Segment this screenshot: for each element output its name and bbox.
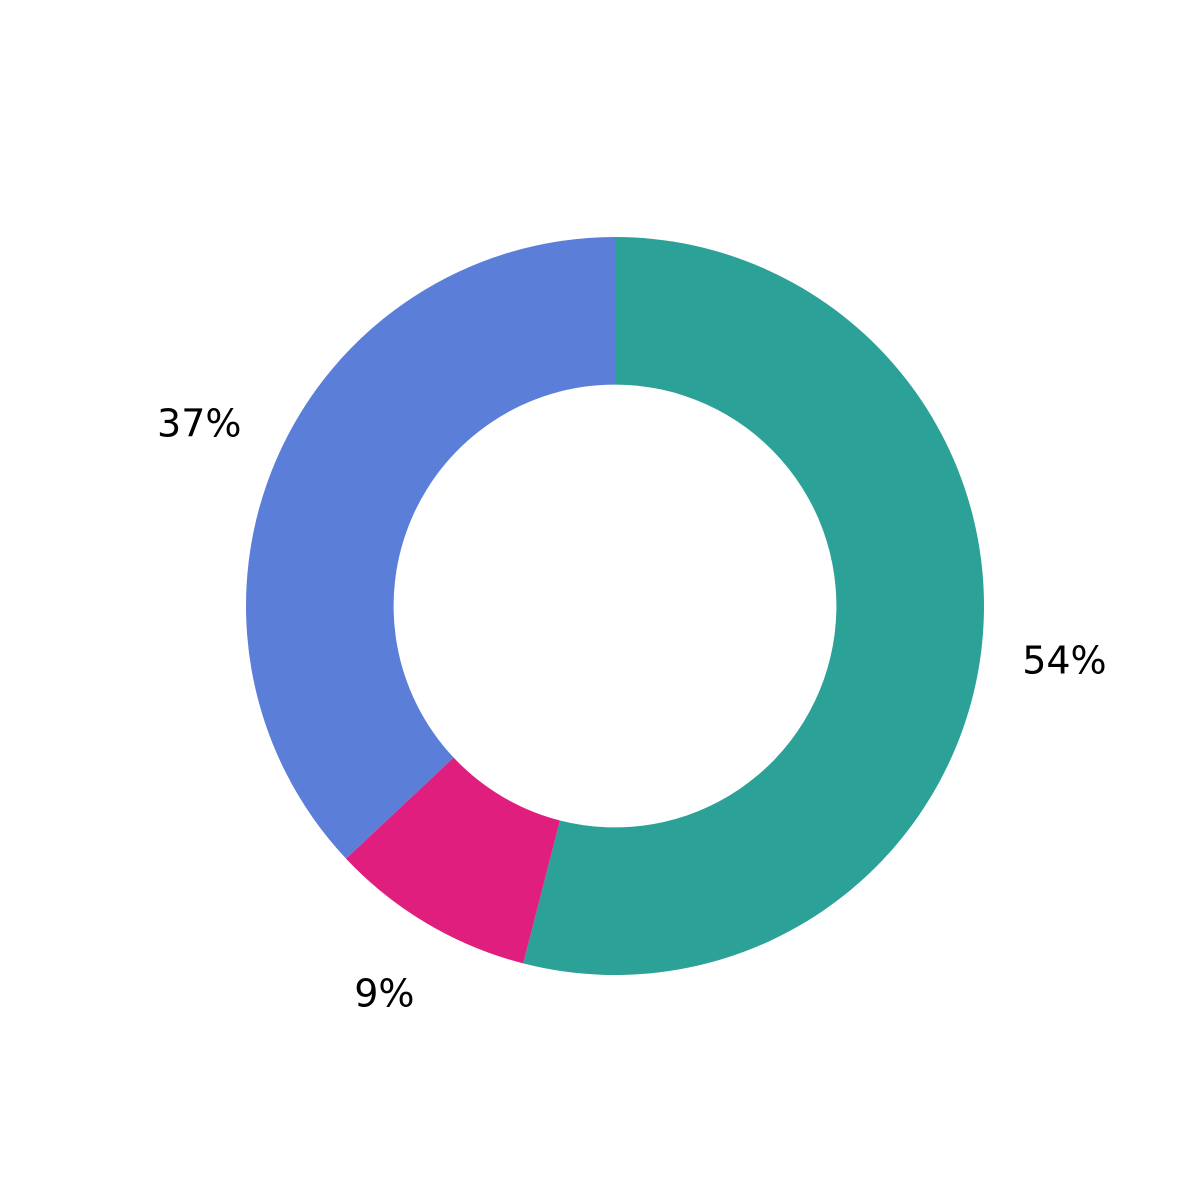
slice [523,237,984,975]
slice-label: 37% [157,402,241,446]
slice [245,237,615,859]
slice-label: 9% [354,971,414,1015]
slice [346,757,560,964]
slice-label: 54% [1022,638,1106,682]
